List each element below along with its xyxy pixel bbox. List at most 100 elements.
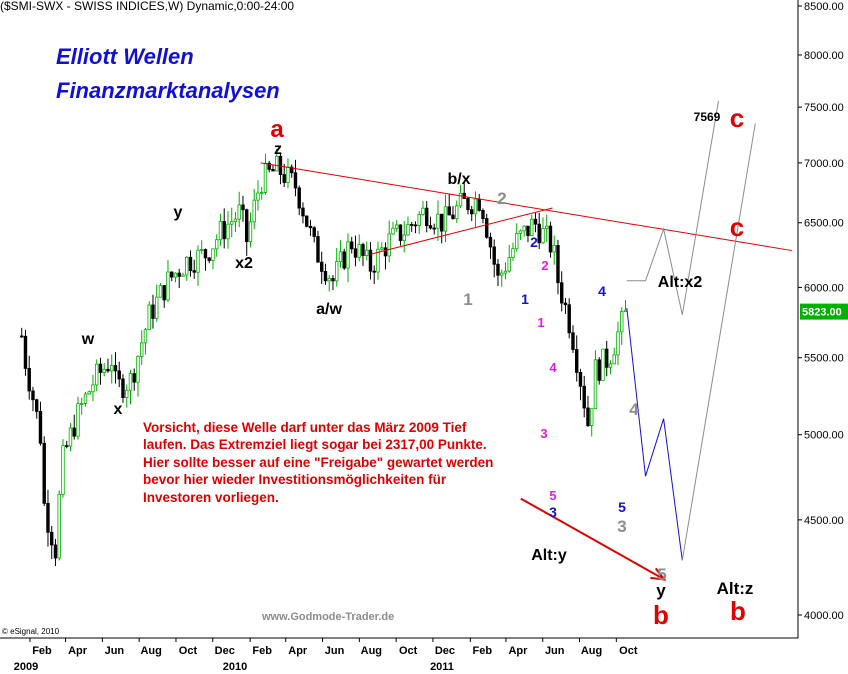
candle-body xyxy=(342,251,346,269)
candle-body xyxy=(447,206,451,216)
candle-body xyxy=(597,359,601,381)
candle-body xyxy=(200,249,204,251)
x-tick-label: Aug xyxy=(581,645,602,657)
x-tick-label: Aug xyxy=(361,645,382,657)
y-tick-label: 7500.00 xyxy=(804,102,844,114)
candle-body xyxy=(515,232,519,250)
candle-body xyxy=(121,378,125,399)
candle-body xyxy=(136,356,140,383)
candle-body xyxy=(338,251,343,263)
candle-body xyxy=(402,234,406,241)
candle-body xyxy=(522,225,526,232)
candle-body xyxy=(162,285,166,301)
y-tick-label: 6000.00 xyxy=(804,282,844,294)
candle-body xyxy=(87,391,91,395)
candle-body xyxy=(357,244,361,258)
candle-body xyxy=(297,187,301,209)
candle-body xyxy=(406,223,410,236)
candle-body xyxy=(331,277,335,282)
candle-body xyxy=(50,531,54,546)
candle-body xyxy=(203,249,208,259)
wave-label: 2 xyxy=(541,258,548,273)
candle-body xyxy=(263,162,268,193)
wave-label: 4 xyxy=(598,283,606,299)
x-tick-label: Dec xyxy=(215,645,235,657)
candle-body xyxy=(147,304,151,331)
candle-body xyxy=(245,209,249,243)
candle-body xyxy=(365,249,369,256)
candle-body xyxy=(395,224,399,229)
wave-label: b xyxy=(653,600,669,630)
candle-body xyxy=(541,228,545,244)
trendline xyxy=(369,207,553,255)
y-tick-label: 8000.00 xyxy=(804,50,844,62)
candle-body xyxy=(590,408,594,426)
x-tick-label: Oct xyxy=(179,645,198,657)
wave-label: b/x xyxy=(447,171,470,188)
candle-body xyxy=(582,385,586,409)
wave-label: c xyxy=(730,212,744,242)
x-tick-label: Apr xyxy=(508,645,528,657)
candle-body xyxy=(61,445,65,495)
candle-body xyxy=(518,230,523,234)
candle-body xyxy=(507,257,511,272)
candle-body xyxy=(556,245,560,284)
x-tick-label: Jun xyxy=(545,645,565,657)
candle-body xyxy=(481,210,485,219)
candle-body xyxy=(237,204,241,220)
candle-body xyxy=(290,166,294,174)
candle-body xyxy=(372,270,376,273)
y-tick-label: 5000.00 xyxy=(804,430,844,442)
candle-body xyxy=(455,205,459,220)
candle-body xyxy=(65,445,69,448)
candle-body xyxy=(380,247,384,250)
candle-body xyxy=(177,272,181,277)
candle-body xyxy=(608,363,613,368)
wave-label: a/w xyxy=(316,301,342,318)
note-line: bevor hier wieder Investitionsmöglichkei… xyxy=(143,472,447,488)
wave-label: y xyxy=(656,581,666,600)
x-tick-label: Feb xyxy=(473,645,493,657)
candle-body xyxy=(286,166,290,183)
x-year-label: 2011 xyxy=(430,661,454,673)
chart-header: ($SMI-SWX - SWISS INDICES,W) Dynamic,0:0… xyxy=(0,0,295,13)
wave-label: 1 xyxy=(463,290,472,309)
wave-label: 4 xyxy=(549,360,557,375)
candle-body xyxy=(308,225,313,229)
candle-body xyxy=(106,368,110,372)
candle-body xyxy=(383,247,388,257)
projection-path xyxy=(626,307,683,561)
candle-body xyxy=(132,373,136,383)
candle-body xyxy=(485,218,489,238)
wave-label: b xyxy=(730,596,746,626)
candle-body xyxy=(488,236,493,248)
candle-body xyxy=(207,257,211,261)
candle-body xyxy=(91,384,95,393)
candle-body xyxy=(346,241,350,269)
x-tick-label: Jun xyxy=(325,645,345,657)
candle-body xyxy=(140,342,144,357)
wave-label: 4 xyxy=(629,400,639,419)
watermark: www.Godmode-Trader.de xyxy=(262,611,395,623)
copyright: © eSignal, 2010 xyxy=(2,627,60,636)
wave-label: 2 xyxy=(530,234,538,250)
candle-body xyxy=(72,427,76,437)
candle-body xyxy=(192,270,196,273)
wave-label: Alt:z xyxy=(717,579,754,598)
candle-body xyxy=(267,162,271,170)
candle-body xyxy=(616,331,620,356)
candle-body xyxy=(76,403,80,437)
candle-body xyxy=(623,309,628,313)
candle-body xyxy=(620,311,624,333)
candle-body xyxy=(545,225,549,229)
candle-body xyxy=(353,248,358,258)
candle-body xyxy=(143,329,148,344)
wave-label: 1 xyxy=(537,315,544,330)
note-line: Investoren vorliegen. xyxy=(143,489,279,505)
candle-body xyxy=(436,213,440,229)
candle-body xyxy=(248,221,253,243)
candle-body xyxy=(398,224,403,241)
candle-body xyxy=(601,348,605,381)
candle-body xyxy=(496,263,500,276)
